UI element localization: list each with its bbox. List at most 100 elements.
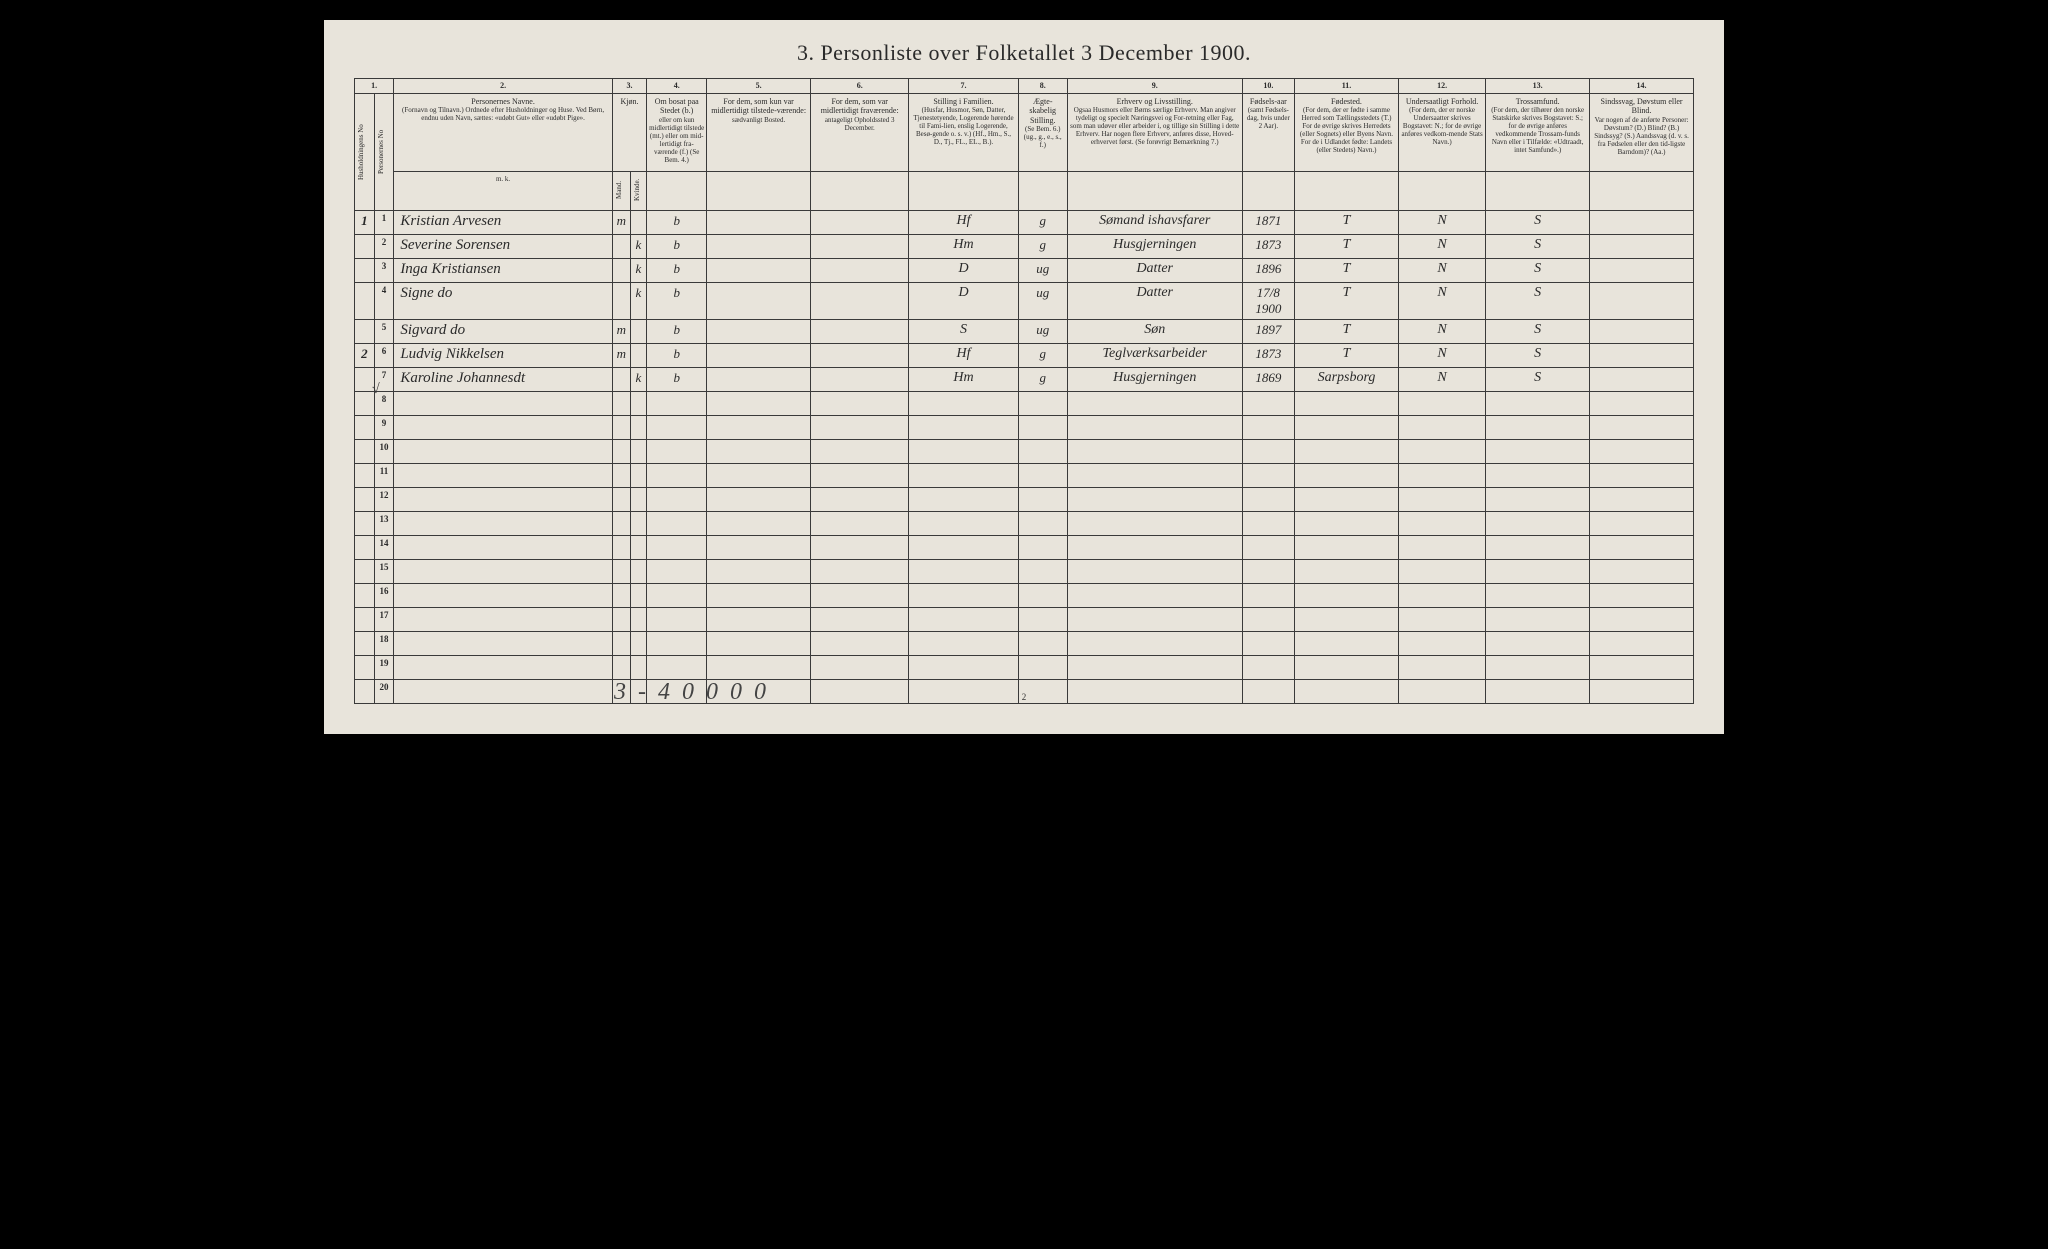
cell-temp-present xyxy=(707,535,811,559)
cell-birthyear xyxy=(1242,655,1294,679)
cell-religion: S xyxy=(1486,282,1590,319)
cell-birthplace xyxy=(1295,583,1399,607)
cell-resident: b xyxy=(647,282,707,319)
cell-birthyear xyxy=(1242,415,1294,439)
cell-person-num: 15 xyxy=(374,559,394,583)
header-birthplace-main: Fødested. xyxy=(1297,97,1396,107)
cell-person-num: 1 xyxy=(374,210,394,234)
cell-household-num xyxy=(355,511,375,535)
cell-marital xyxy=(1018,631,1067,655)
cell-name: Kristian Arvesen xyxy=(394,210,613,234)
cell-gender-k xyxy=(630,391,646,415)
cell-family-status xyxy=(909,679,1018,703)
cell-marital xyxy=(1018,487,1067,511)
cell-resident xyxy=(647,655,707,679)
cell-resident: b xyxy=(647,367,707,391)
cell-occupation: Teglværksarbeider xyxy=(1067,343,1242,367)
cell-household-num xyxy=(355,631,375,655)
cell-marital: ug xyxy=(1018,282,1067,319)
cell-resident: b xyxy=(647,319,707,343)
header-disability-main: Sindssvag, Døvstum eller Blind. xyxy=(1592,97,1691,116)
header-birthyear-main: Fødsels-aar xyxy=(1245,97,1292,107)
cell-marital: g xyxy=(1018,210,1067,234)
table-body: 1 1 Kristian Arvesen m b Hf g Sømand ish… xyxy=(355,210,1694,703)
cell-occupation xyxy=(1067,559,1242,583)
cell-birthyear xyxy=(1242,439,1294,463)
cell-nationality xyxy=(1398,655,1485,679)
cell-birthplace xyxy=(1295,559,1399,583)
cell-gender-k xyxy=(630,559,646,583)
cell-temp-absent xyxy=(811,559,909,583)
cell-marital xyxy=(1018,439,1067,463)
cell-nationality: N xyxy=(1398,210,1485,234)
cell-temp-absent xyxy=(811,319,909,343)
cell-birthyear: 1897 xyxy=(1242,319,1294,343)
cell-gender-k xyxy=(630,631,646,655)
cell-disability xyxy=(1590,487,1694,511)
cell-birthyear xyxy=(1242,607,1294,631)
cell-birthplace xyxy=(1295,463,1399,487)
cell-gender-k xyxy=(630,415,646,439)
cell-gender-m xyxy=(612,391,630,415)
cell-disability xyxy=(1590,655,1694,679)
census-table: 1. 2. 3. 4. 5. 6. 7. 8. 9. 10. 11. 12. 1… xyxy=(354,78,1694,704)
header-main-row: Husholdningens No Personernes No Persone… xyxy=(355,93,1694,171)
cell-marital xyxy=(1018,415,1067,439)
cell-disability xyxy=(1590,631,1694,655)
cell-family-status: Hf xyxy=(909,210,1018,234)
table-row-empty: 17 xyxy=(355,607,1694,631)
cell-family-status xyxy=(909,583,1018,607)
cell-birthplace xyxy=(1295,679,1399,703)
cell-temp-present xyxy=(707,210,811,234)
colnum-2: 2. xyxy=(394,79,613,94)
colnum-1: 1. xyxy=(355,79,394,94)
cell-temp-absent xyxy=(811,210,909,234)
cell-religion xyxy=(1486,463,1590,487)
cell-marital: g xyxy=(1018,343,1067,367)
cell-resident: b xyxy=(647,343,707,367)
cell-temp-present xyxy=(707,583,811,607)
table-row-empty: 15 xyxy=(355,559,1694,583)
cell-birthplace: T xyxy=(1295,343,1399,367)
cell-temp-absent xyxy=(811,282,909,319)
cell-temp-present xyxy=(707,607,811,631)
cell-birthplace xyxy=(1295,439,1399,463)
cell-nationality xyxy=(1398,607,1485,631)
cell-gender-m: m xyxy=(612,343,630,367)
cell-person-num: 19 xyxy=(374,655,394,679)
cell-person-num: 9 xyxy=(374,415,394,439)
cell-temp-absent xyxy=(811,367,909,391)
header-male: Mand. xyxy=(615,175,623,205)
cell-occupation xyxy=(1067,655,1242,679)
cell-nationality: N xyxy=(1398,319,1485,343)
cell-disability xyxy=(1590,439,1694,463)
column-number-row: 1. 2. 3. 4. 5. 6. 7. 8. 9. 10. 11. 12. 1… xyxy=(355,79,1694,94)
cell-disability xyxy=(1590,463,1694,487)
header-birthyear-sub: (samt Fødsels-dag, hvis under 2 Aar). xyxy=(1245,106,1292,130)
cell-gender-m xyxy=(612,487,630,511)
header-temp-present-sub: sædvanligt Bosted. xyxy=(709,116,808,124)
cell-occupation xyxy=(1067,679,1242,703)
cell-temp-absent xyxy=(811,583,909,607)
cell-gender-m xyxy=(612,631,630,655)
cell-temp-present xyxy=(707,559,811,583)
cell-nationality xyxy=(1398,487,1485,511)
table-row-empty: 16 xyxy=(355,583,1694,607)
cell-nationality xyxy=(1398,679,1485,703)
cell-household-num xyxy=(355,258,375,282)
cell-religion xyxy=(1486,511,1590,535)
cell-resident xyxy=(647,631,707,655)
cell-disability xyxy=(1590,258,1694,282)
cell-nationality xyxy=(1398,511,1485,535)
cell-temp-absent xyxy=(811,258,909,282)
cell-birthplace: Sarpsborg xyxy=(1295,367,1399,391)
cell-temp-present xyxy=(707,234,811,258)
bottom-handwritten-note: 3 - 4 0 0 0 0 xyxy=(614,679,769,706)
cell-name: Ludvig Nikkelsen xyxy=(394,343,613,367)
cell-religion xyxy=(1486,583,1590,607)
cell-religion xyxy=(1486,415,1590,439)
colnum-11: 11. xyxy=(1295,79,1399,94)
cell-person-num: 3 xyxy=(374,258,394,282)
cell-family-status xyxy=(909,631,1018,655)
cell-person-num: 11 xyxy=(374,463,394,487)
